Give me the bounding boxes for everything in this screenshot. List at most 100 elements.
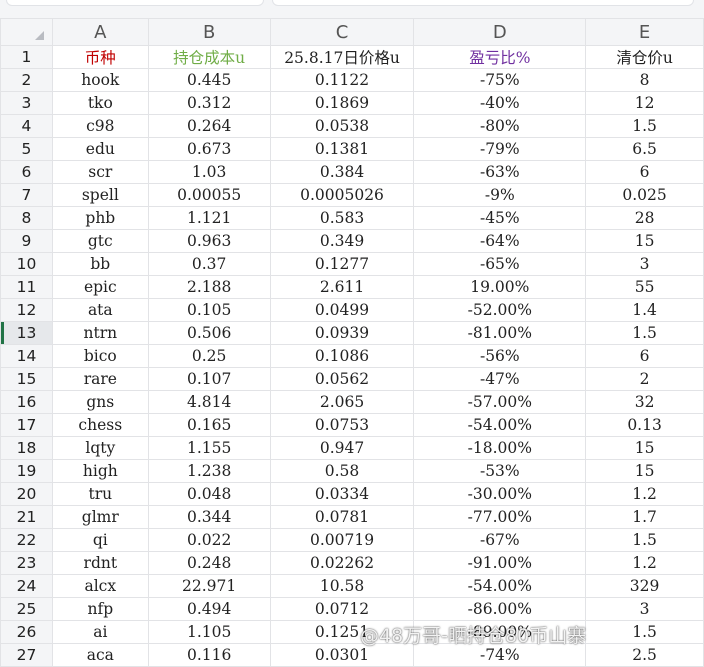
row-number[interactable]: 14 xyxy=(0,344,53,368)
cell-a[interactable]: high xyxy=(51,459,149,483)
cell-e[interactable]: 1.5 xyxy=(585,321,704,345)
cell-b[interactable]: 0.312 xyxy=(147,91,271,115)
cell-b[interactable]: 0.506 xyxy=(147,321,271,345)
cell-c[interactable]: 2.065 xyxy=(269,390,415,414)
row-number[interactable]: 6 xyxy=(0,160,53,184)
cell-c[interactable]: 0.0538 xyxy=(269,114,415,138)
row-number[interactable]: 19 xyxy=(0,459,53,483)
cell-d[interactable]: -56% xyxy=(413,344,587,368)
cell-e[interactable]: 1.2 xyxy=(585,482,704,506)
row-number[interactable]: 7 xyxy=(0,183,53,207)
cell-c[interactable]: 0.0005026 xyxy=(269,183,415,207)
cell-c[interactable]: 0.1869 xyxy=(269,91,415,115)
cell-c[interactable]: 0.1381 xyxy=(269,137,415,161)
cell-c[interactable]: 0.947 xyxy=(269,436,415,460)
cell-a[interactable]: tko xyxy=(51,91,149,115)
cell-b[interactable]: 0.022 xyxy=(147,528,271,552)
cell-a[interactable]: tru xyxy=(51,482,149,506)
cell-d[interactable]: -81.00% xyxy=(413,321,587,345)
cell-b[interactable]: 0.105 xyxy=(147,298,271,322)
cell-a[interactable]: aca xyxy=(51,643,149,667)
cell-b[interactable]: 0.25 xyxy=(147,344,271,368)
cell-c[interactable]: 0.02262 xyxy=(269,551,415,575)
cell-d[interactable]: -67% xyxy=(413,528,587,552)
row-number[interactable]: 16 xyxy=(0,390,53,414)
cell-e[interactable]: 3 xyxy=(585,597,704,621)
cell-c[interactable]: 0.0781 xyxy=(269,505,415,529)
row-number[interactable]: 3 xyxy=(0,91,53,115)
cell-b[interactable]: 持仓成本u xyxy=(147,45,271,69)
select-all-corner[interactable] xyxy=(0,18,53,46)
cell-c[interactable]: 0.0301 xyxy=(269,643,415,667)
cell-b[interactable]: 0.107 xyxy=(147,367,271,391)
cell-c[interactable]: 0.0712 xyxy=(269,597,415,621)
cell-b[interactable]: 0.344 xyxy=(147,505,271,529)
cell-b[interactable]: 22.971 xyxy=(147,574,271,598)
row-number[interactable]: 15 xyxy=(0,367,53,391)
cell-a[interactable]: hook xyxy=(51,68,149,92)
cell-e[interactable]: 6 xyxy=(585,344,704,368)
cell-c[interactable]: 0.0562 xyxy=(269,367,415,391)
cell-a[interactable]: glmr xyxy=(51,505,149,529)
cell-c[interactable]: 0.58 xyxy=(269,459,415,483)
cell-d[interactable]: -54.00% xyxy=(413,413,587,437)
column-header-b[interactable]: B xyxy=(147,18,271,46)
cell-d[interactable]: -52.00% xyxy=(413,298,587,322)
row-number[interactable]: 11 xyxy=(0,275,53,299)
cell-e[interactable]: 清仓价u xyxy=(585,45,704,69)
cell-c[interactable]: 25.8.17日价格u xyxy=(269,45,415,69)
row-number[interactable]: 12 xyxy=(0,298,53,322)
cell-e[interactable]: 8 xyxy=(585,68,704,92)
cell-b[interactable]: 1.03 xyxy=(147,160,271,184)
cell-a[interactable]: scr xyxy=(51,160,149,184)
cell-a[interactable]: bico xyxy=(51,344,149,368)
cell-e[interactable]: 3 xyxy=(585,252,704,276)
cell-e[interactable]: 1.4 xyxy=(585,298,704,322)
cell-c[interactable]: 0.1122 xyxy=(269,68,415,92)
cell-d[interactable]: -47% xyxy=(413,367,587,391)
cell-e[interactable]: 2.5 xyxy=(585,643,704,667)
cell-b[interactable]: 0.264 xyxy=(147,114,271,138)
cell-a[interactable]: edu xyxy=(51,137,149,161)
row-number[interactable]: 8 xyxy=(0,206,53,230)
cell-d[interactable]: -86.00% xyxy=(413,597,587,621)
cell-e[interactable]: 28 xyxy=(585,206,704,230)
cell-e[interactable]: 15 xyxy=(585,229,704,253)
cell-e[interactable]: 1.7 xyxy=(585,505,704,529)
cell-a[interactable]: rdnt xyxy=(51,551,149,575)
column-header-e[interactable]: E xyxy=(585,18,704,46)
cell-e[interactable]: 55 xyxy=(585,275,704,299)
cell-b[interactable]: 1.155 xyxy=(147,436,271,460)
cell-e[interactable]: 6.5 xyxy=(585,137,704,161)
cell-b[interactable]: 0.963 xyxy=(147,229,271,253)
cell-e[interactable]: 6 xyxy=(585,160,704,184)
cell-d[interactable]: -80% xyxy=(413,114,587,138)
row-number[interactable]: 25 xyxy=(0,597,53,621)
cell-c[interactable]: 0.1251 xyxy=(269,620,415,644)
cell-a[interactable]: 币种 xyxy=(51,45,149,69)
cell-d[interactable]: -77.00% xyxy=(413,505,587,529)
cell-a[interactable]: c98 xyxy=(51,114,149,138)
cell-e[interactable]: 32 xyxy=(585,390,704,414)
cell-b[interactable]: 2.188 xyxy=(147,275,271,299)
cell-a[interactable]: gns xyxy=(51,390,149,414)
row-number[interactable]: 21 xyxy=(0,505,53,529)
cell-d[interactable]: 盈亏比% xyxy=(413,45,587,69)
cell-c[interactable]: 0.00719 xyxy=(269,528,415,552)
cell-e[interactable]: 1.5 xyxy=(585,114,704,138)
column-header-d[interactable]: D xyxy=(413,18,587,46)
cell-b[interactable]: 0.116 xyxy=(147,643,271,667)
row-number[interactable]: 17 xyxy=(0,413,53,437)
cell-d[interactable]: -57.00% xyxy=(413,390,587,414)
cell-c[interactable]: 0.0939 xyxy=(269,321,415,345)
cell-c[interactable]: 0.0334 xyxy=(269,482,415,506)
row-number[interactable]: 13 xyxy=(0,321,53,345)
cell-a[interactable]: rare xyxy=(51,367,149,391)
cell-d[interactable]: -79% xyxy=(413,137,587,161)
cell-b[interactable]: 1.105 xyxy=(147,620,271,644)
cell-d[interactable]: -54.00% xyxy=(413,574,587,598)
cell-e[interactable]: 2 xyxy=(585,367,704,391)
cell-d[interactable]: -64% xyxy=(413,229,587,253)
row-number[interactable]: 22 xyxy=(0,528,53,552)
cell-a[interactable]: spell xyxy=(51,183,149,207)
